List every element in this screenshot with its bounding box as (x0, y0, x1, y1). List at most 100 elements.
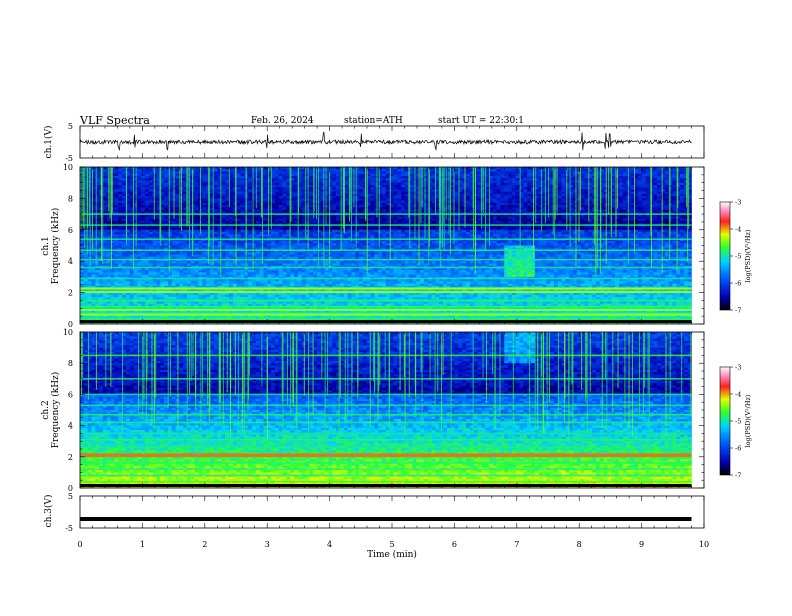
spectrogram-cell (374, 187, 378, 190)
spectrogram-cell (237, 210, 241, 213)
spectrogram-cell (141, 198, 145, 201)
spectrogram-cell (604, 216, 608, 219)
spectrogram-cell (241, 187, 245, 190)
spectrogram-cell (619, 207, 623, 210)
spectrogram-cell (416, 228, 420, 231)
spectrogram-cell (665, 221, 669, 224)
spectrogram-cell (229, 232, 233, 235)
spectrogram-cell (122, 194, 126, 197)
spectrogram-cell (672, 185, 676, 188)
spectrogram-cell (279, 205, 283, 208)
spectrogram-cell (527, 216, 531, 219)
spectrogram-cell (611, 232, 615, 235)
spectrogram-cell (477, 230, 481, 233)
spectrogram-cell (455, 221, 459, 224)
spectrogram-cell (118, 189, 122, 192)
spectrogram-cell (141, 169, 145, 172)
spectrogram-cell (195, 230, 199, 233)
spectrogram-cell (558, 201, 562, 204)
spectrogram-cell (252, 203, 256, 206)
spectrogram-cell (141, 171, 145, 174)
spectrogram-cell (581, 178, 585, 181)
spectrogram-cell (573, 205, 577, 208)
spectrogram-cell (619, 189, 623, 192)
spectrogram-cell (252, 185, 256, 188)
spectrogram-cell (114, 196, 118, 199)
spectrogram-cell (382, 189, 386, 192)
spectrogram-cell (386, 198, 390, 201)
spectrogram-cell (336, 228, 340, 231)
spectrogram-cell (462, 176, 466, 179)
spectrogram-cell (665, 169, 669, 172)
spectrogram-cell (172, 234, 176, 237)
spectrogram-cell (103, 205, 107, 208)
spectrogram-cell (309, 174, 313, 177)
station-label: station=ATH (344, 116, 403, 126)
spectrogram-cell (619, 198, 623, 201)
spectrogram-cell (275, 205, 279, 208)
spectrogram-cell (630, 216, 634, 219)
spectrogram-cell (321, 196, 325, 199)
spectrogram-cell (370, 216, 374, 219)
spectrogram-cell (214, 221, 218, 224)
spectrogram-cell (646, 192, 650, 195)
spectrogram-cell (378, 174, 382, 177)
spectrogram-cell (237, 201, 241, 204)
spectrogram-cell (497, 192, 501, 195)
spectrogram-cell (500, 189, 504, 192)
spectrogram-cell (500, 176, 504, 179)
spectrogram-cell (118, 183, 122, 186)
spectrogram-cell (638, 203, 642, 206)
spectrogram-cell (294, 221, 298, 224)
spectrogram-cell (145, 185, 149, 188)
spectrogram-cell (604, 187, 608, 190)
spectrogram-cell (661, 201, 665, 204)
spectrogram-cell (581, 201, 585, 204)
spectrogram-cell (565, 216, 569, 219)
spectrogram-cell (122, 192, 126, 195)
spectrogram-cell (359, 196, 363, 199)
spectrogram-cell (294, 187, 298, 190)
spectrogram-cell (382, 210, 386, 213)
spectrogram-cell (294, 174, 298, 177)
spectrogram-cell (393, 196, 397, 199)
spectrogram-cell (260, 228, 264, 231)
spectrogram-cell (256, 210, 260, 213)
spectrogram-cell (462, 178, 466, 181)
spectrogram-cell (581, 210, 585, 213)
spectrogram-cell (328, 216, 332, 219)
spectrogram-cell (325, 216, 329, 219)
spectrogram-cell (275, 174, 279, 177)
spectrogram-cell (493, 178, 497, 181)
spectrogram-cell (168, 230, 172, 233)
spectrogram-cell (653, 180, 657, 183)
spectrogram-cell (363, 221, 367, 224)
spectrogram-cell (237, 183, 241, 186)
spectrogram-cell (455, 171, 459, 174)
spectrogram-cell (252, 169, 256, 172)
spectrogram-cell (294, 171, 298, 174)
spectrogram-cell (267, 205, 271, 208)
spectrogram-cell (195, 203, 199, 206)
spectrogram-cell (477, 183, 481, 186)
spectrogram-cell (562, 207, 566, 210)
spectrogram-cell (657, 176, 661, 179)
spectrogram-cell (317, 196, 321, 199)
spectrogram-cell (363, 185, 367, 188)
spectrogram-cell (332, 232, 336, 235)
spectrogram-cell (477, 192, 481, 195)
spectrogram-cell (252, 192, 256, 195)
spectrogram-cell (642, 221, 646, 224)
spectrogram-cell (477, 198, 481, 201)
spectrogram-cell (688, 232, 692, 235)
spectrogram-cell (214, 228, 218, 231)
spectrogram-cell (279, 194, 283, 197)
spectrogram-cell (283, 187, 287, 190)
spectrogram-cell (370, 210, 374, 213)
spectrogram-cell (393, 194, 397, 197)
spectrogram-cell (661, 169, 665, 172)
spectrogram-cell (508, 185, 512, 188)
spectrogram-cell (497, 216, 501, 219)
spectrogram-cell (378, 201, 382, 204)
spectrogram-cell (542, 189, 546, 192)
